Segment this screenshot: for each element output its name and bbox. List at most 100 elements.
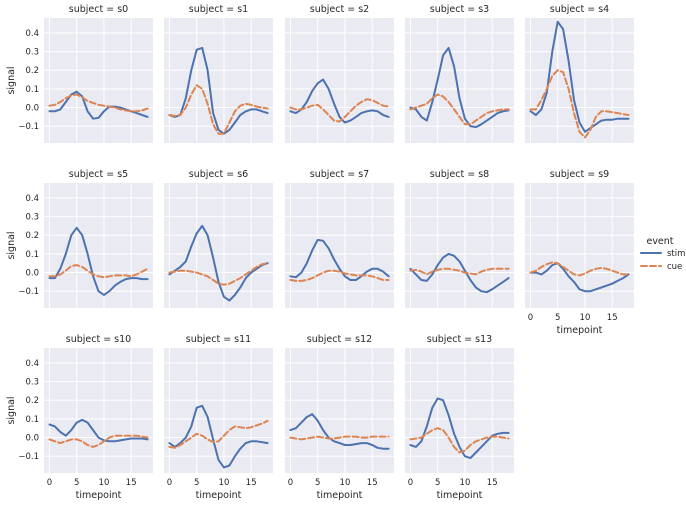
panel-background (285, 183, 394, 308)
panel-background (285, 348, 394, 473)
panel-background (164, 348, 273, 473)
y-tick-label: −0.1 (18, 452, 39, 462)
facet-panel: subject = s6 (164, 169, 273, 308)
x-tick-label: 5 (194, 478, 199, 488)
series-line-cue (289, 435, 390, 441)
panel-background (44, 18, 153, 143)
y-axis-label: signal (6, 66, 17, 94)
legend-label-cue: cue (667, 262, 682, 272)
y-tick-label: 0.4 (25, 194, 39, 204)
series-line-stim (529, 20, 630, 133)
y-tick-label: 0.3 (25, 378, 39, 388)
series-line-stim (409, 46, 510, 129)
panel-title: subject = s12 (307, 334, 372, 345)
panel-background (285, 18, 394, 143)
x-tick-label: 0 (288, 478, 293, 488)
x-tick-label: 5 (74, 478, 79, 488)
y-tick-label: 0.2 (25, 231, 39, 241)
series-line-stim (289, 238, 390, 281)
panel-background (164, 183, 273, 308)
facet-panel: subject = s4 (525, 4, 634, 143)
facet-panel: subject = s7 (285, 169, 394, 308)
x-tick-label: 10 (99, 478, 110, 488)
facet-panel: subject = s9 0 5 10 15 timepoint (525, 169, 634, 336)
x-tick-label: 10 (460, 478, 471, 488)
panel-background (525, 183, 634, 308)
y-tick-label: 0.1 (25, 250, 39, 260)
series-line-cue (48, 93, 149, 113)
x-tick-label: 15 (367, 478, 378, 488)
series-line-stim (289, 413, 390, 450)
panel-title: subject = s6 (189, 169, 248, 180)
series-line-cue (168, 419, 269, 449)
y-tick-label: 0.0 (25, 104, 39, 114)
series-line-cue (409, 267, 510, 276)
series-line-stim (409, 252, 510, 294)
x-tick-label: 5 (435, 478, 440, 488)
panel-title: subject = s8 (430, 169, 489, 180)
series-line-stim (168, 46, 269, 135)
facet-panel: subject = s11 0 5 10 15 timepoint (164, 334, 273, 501)
facet-panel: subject = s3 (405, 4, 514, 143)
panel-title: subject = s9 (550, 169, 609, 180)
facet-panel: subject = s10 −0.1 0.0 0.1 0.2 0.3 0.4 signal 0 5… (6, 334, 153, 501)
x-tick-label: 15 (487, 478, 498, 488)
facet-panel: subject = s1 (164, 4, 273, 143)
x-axis-label: timepoint (317, 490, 363, 501)
series-line-stim (48, 418, 149, 443)
x-tick-label: 5 (315, 478, 320, 488)
facet-panel: subject = s5 −0.1 0.0 0.1 0.2 0.3 0.4 signal (6, 169, 153, 308)
legend-label-stim: stim (667, 249, 685, 259)
x-tick-label: 15 (126, 478, 137, 488)
x-tick-label: 10 (340, 478, 351, 488)
series-line-cue (409, 427, 510, 454)
panel-title: subject = s4 (550, 4, 609, 15)
panel-title: subject = s7 (310, 169, 369, 180)
x-axis-label: timepoint (76, 490, 122, 501)
series-line-stim (168, 404, 269, 469)
panel-background (44, 348, 153, 473)
panel-title: subject = s0 (69, 4, 128, 15)
legend: event stim cue (640, 236, 685, 272)
panel-background (44, 183, 153, 308)
x-tick-label: 5 (555, 313, 560, 323)
series-line-stim (48, 226, 149, 296)
panel-title: subject = s5 (69, 169, 128, 180)
facet-panel: subject = s2 (285, 4, 394, 143)
legend-title: event (646, 236, 673, 247)
x-axis-label: timepoint (557, 325, 603, 336)
x-tick-label: 0 (408, 478, 413, 488)
series-line-cue (289, 98, 390, 123)
y-tick-label: 0.0 (25, 434, 39, 444)
x-tick-label: 10 (580, 313, 591, 323)
x-tick-label: 0 (167, 478, 172, 488)
x-tick-label: 15 (246, 478, 257, 488)
series-line-cue (48, 264, 149, 279)
facet-panel: subject = s12 0 5 10 15 timepoint (285, 334, 394, 501)
facet-panel: subject = s8 (405, 169, 514, 308)
panel-background (164, 18, 273, 143)
x-tick-label: 0 (47, 478, 52, 488)
y-tick-label: 0.3 (25, 48, 39, 58)
series-line-cue (529, 69, 630, 139)
series-line-stim (529, 262, 630, 293)
x-tick-label: 0 (528, 313, 533, 323)
panel-title: subject = s13 (427, 334, 492, 345)
panel-title: subject = s11 (186, 334, 251, 345)
y-tick-label: 0.0 (25, 269, 39, 279)
series-line-stim (168, 224, 269, 302)
series-line-cue (409, 93, 510, 126)
panel-title: subject = s3 (430, 4, 489, 15)
y-tick-label: 0.1 (25, 415, 39, 425)
y-tick-label: 0.2 (25, 66, 39, 76)
y-axis-label: signal (6, 396, 17, 424)
panel-title: subject = s1 (189, 4, 248, 15)
panel-background (405, 183, 514, 308)
y-tick-label: 0.4 (25, 359, 39, 369)
y-tick-label: 0.3 (25, 213, 39, 223)
series-line-cue (529, 261, 630, 277)
x-tick-label: 10 (219, 478, 230, 488)
y-tick-label: 0.4 (25, 29, 39, 39)
